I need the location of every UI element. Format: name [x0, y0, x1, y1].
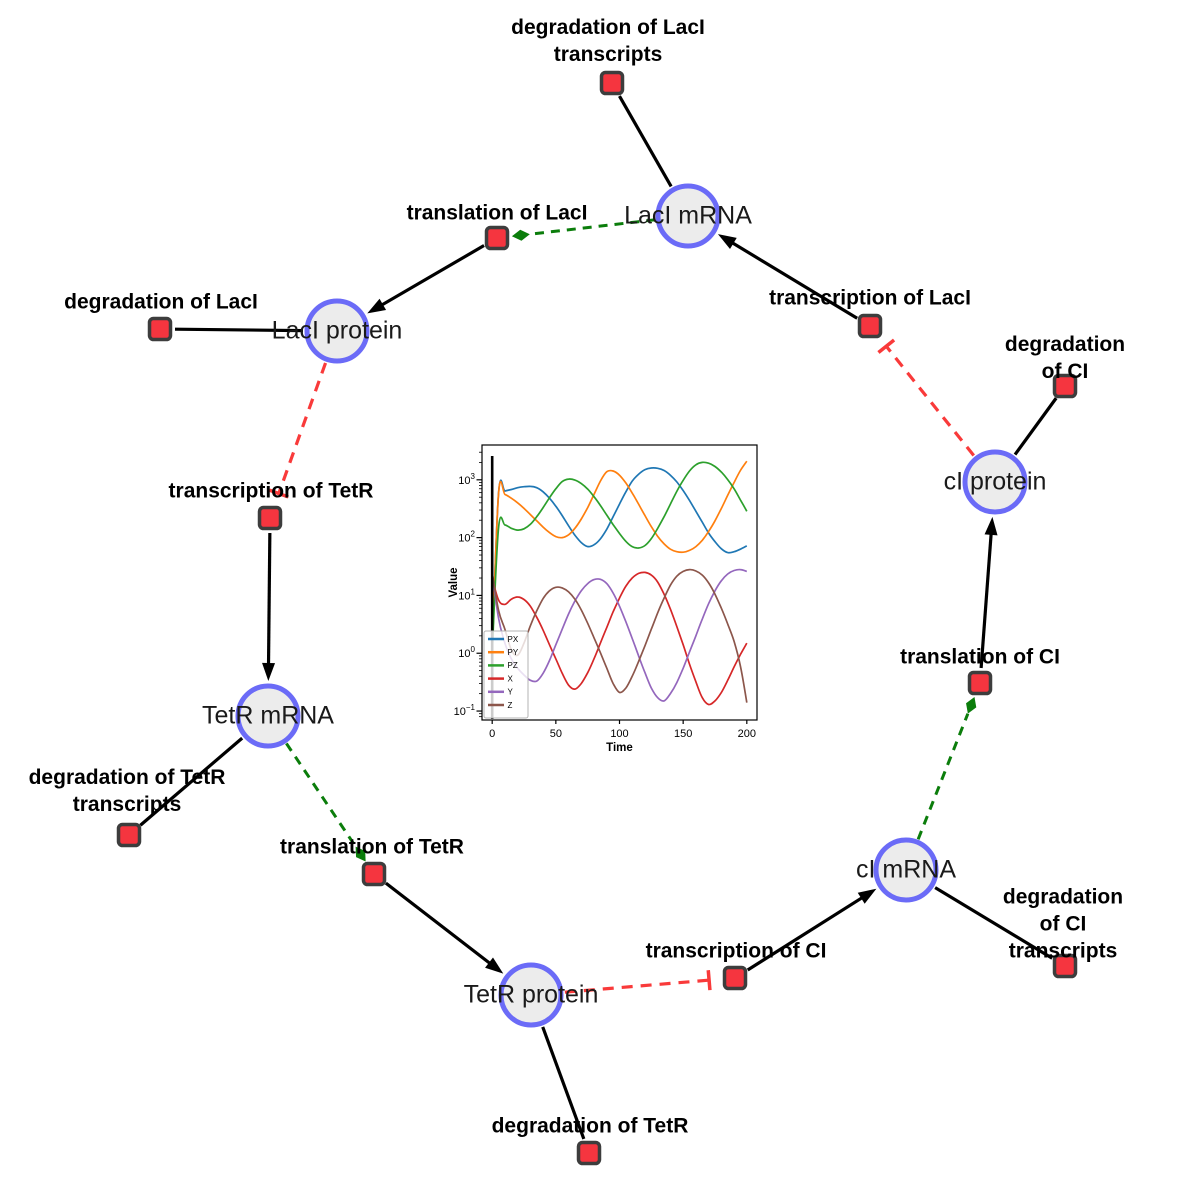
reaction-node-transcription-of-tetr[interactable] [257, 505, 283, 531]
x-tick-label: 200 [738, 728, 756, 740]
edge-modifier-tetr-mrna-to-translation-of-tetr-diamond [355, 846, 366, 862]
reaction-node-degradation-of-ci-transcripts[interactable] [1052, 953, 1078, 979]
edge-consumption-tetr-protein-to-degradation-of-tetr [541, 1026, 586, 1140]
edge-inhibition-tetr-protein-to-transcription-of-ci [564, 978, 710, 994]
legend-label-Z: Z [508, 701, 513, 710]
legend-label-PZ: PZ [508, 661, 518, 670]
edge-modifier-laci-mrna-to-translation-of-laci-diamond [511, 229, 530, 241]
edge-production-translation-of-laci-to-laci-protein-arrowhead [367, 298, 387, 314]
edge-inhibition-ci-protein-to-transcription-of-laci [885, 345, 975, 457]
y-tick-label: 102 [458, 530, 475, 545]
species-node-tetr-mrna[interactable] [235, 683, 301, 749]
edge-production-transcription-of-laci-to-laci-mrna [729, 240, 858, 320]
chart-legend: PX PY PZ XYZ [483, 630, 529, 719]
edge-inhibition-ci-protein-to-transcription-of-laci-tbar [877, 338, 896, 354]
reaction-node-translation-of-tetr[interactable] [361, 861, 387, 887]
edge-modifier-ci-mrna-to-translation-of-ci [916, 713, 970, 840]
edge-production-transcription-of-ci-to-ci-mrna-arrowhead [857, 888, 877, 904]
edge-production-transcription-of-tetr-to-tetr-mrna-arrowhead [262, 662, 276, 682]
chart-plot-area [490, 456, 748, 719]
edge-production-translation-of-tetr-to-tetr-protein-arrowhead [485, 957, 504, 974]
edge-modifier-laci-mrna-to-translation-of-laci [529, 218, 656, 236]
edge-production-translation-of-laci-to-laci-protein [379, 244, 485, 308]
edge-production-translation-of-ci-to-ci-protein-arrowhead [984, 516, 998, 536]
edge-production-translation-of-tetr-to-tetr-protein [384, 881, 493, 966]
edge-production-translation-of-ci-to-ci-protein [979, 531, 993, 669]
edge-modifier-ci-mrna-to-translation-of-ci-diamond [966, 696, 977, 714]
edge-production-transcription-of-ci-to-ci-mrna [746, 895, 865, 972]
reaction-node-translation-of-laci[interactable] [484, 225, 510, 251]
edge-production-transcription-of-tetr-to-tetr-mrna [266, 532, 272, 667]
y-tick-label: 101 [458, 587, 475, 602]
legend-label-Y: Y [508, 688, 514, 697]
series-line-PZ [491, 461, 748, 654]
y-tick-label: 100 [458, 645, 475, 660]
edge-consumption-laci-protein-to-degradation-of-laci [174, 327, 304, 333]
species-node-laci-protein[interactable] [304, 298, 370, 364]
edge-consumption-tetr-mrna-to-degradation-of-tetr-transcripts [139, 736, 244, 827]
x-tick-label: 100 [610, 728, 628, 740]
y-tick-label: 10−1 [454, 703, 476, 718]
series-line-PX [491, 467, 748, 654]
edge-modifier-tetr-mrna-to-translation-of-tetr [285, 742, 357, 848]
species-node-laci-mrna[interactable] [655, 183, 721, 249]
legend-label-X: X [508, 674, 514, 683]
edge-inhibition-tetr-protein-to-transcription-of-ci-tbar [706, 970, 712, 991]
reaction-node-degradation-of-laci-transcripts[interactable] [599, 70, 625, 96]
x-axis-label: Time [606, 742, 633, 754]
reaction-node-translation-of-ci[interactable] [967, 670, 993, 696]
series-line-Z [491, 568, 748, 703]
reaction-node-degradation-of-tetr-transcripts[interactable] [116, 822, 142, 848]
series-line-Y [491, 568, 748, 702]
edge-production-transcription-of-laci-to-laci-mrna-arrowhead [717, 234, 737, 249]
edge-consumption-laci-mrna-to-degradation-of-laci-transcripts [618, 95, 673, 188]
edge-consumption-ci-protein-to-degradation-of-ci [1013, 397, 1058, 456]
legend-label-PX: PX [508, 635, 519, 644]
x-tick-label: 50 [550, 728, 562, 740]
reaction-node-transcription-of-ci[interactable] [722, 965, 748, 991]
series-line-X [491, 571, 748, 706]
reaction-node-degradation-of-laci[interactable] [147, 316, 173, 342]
species-node-tetr-protein[interactable] [498, 962, 564, 1028]
species-node-ci-mrna[interactable] [873, 837, 939, 903]
y-tick-label: 103 [458, 472, 475, 487]
reaction-node-degradation-of-tetr[interactable] [576, 1140, 602, 1166]
series-line-PY [491, 460, 748, 654]
edge-consumption-ci-mrna-to-degradation-of-ci-transcripts [934, 886, 1053, 960]
edge-inhibition-laci-protein-to-transcription-of-tetr-tbar [268, 488, 289, 499]
reaction-node-transcription-of-laci[interactable] [857, 313, 883, 339]
legend-label-PY: PY [508, 648, 519, 657]
y-axis-label: Value [448, 567, 460, 597]
x-tick-label: 150 [674, 728, 692, 740]
x-tick-label: 0 [489, 728, 495, 740]
reaction-node-degradation-of-ci[interactable] [1052, 373, 1078, 399]
edge-inhibition-laci-protein-to-transcription-of-tetr [277, 362, 328, 495]
species-node-ci-protein[interactable] [962, 449, 1028, 515]
